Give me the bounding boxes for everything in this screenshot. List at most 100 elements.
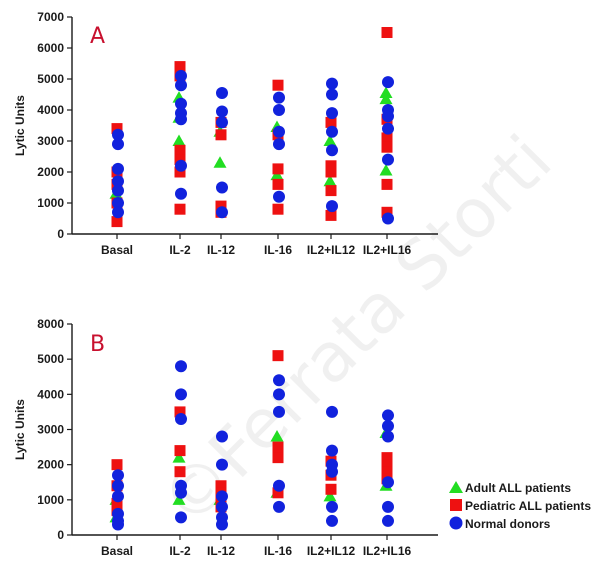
data-point-normal xyxy=(112,469,124,482)
data-point-normal xyxy=(175,360,187,373)
data-point-normal xyxy=(326,444,338,457)
data-point-pediatric xyxy=(215,480,227,492)
data-point-normal xyxy=(382,409,394,422)
data-point-normal xyxy=(273,405,285,418)
y-tick-label: 3000 xyxy=(37,423,64,437)
legend-item-pediatric: Pediatric ALL patients xyxy=(450,499,591,513)
data-point-pediatric xyxy=(174,61,186,73)
panel-letter: A xyxy=(90,24,105,49)
data-point-pediatric xyxy=(174,154,186,166)
legend-label-normal: Normal donors xyxy=(465,517,551,531)
data-point-normal xyxy=(326,465,338,478)
data-point-pediatric xyxy=(272,452,284,464)
data-point-normal xyxy=(382,419,394,432)
data-point-pediatric xyxy=(272,203,284,215)
data-point-normal xyxy=(273,91,285,104)
data-point-pediatric xyxy=(381,27,393,38)
data-point-normal xyxy=(326,77,338,90)
data-point-normal xyxy=(382,122,394,135)
panel-a-chart: 7000 6000 5000 4000 3000 2000 1000 0 Basal IL-2 IL… xyxy=(13,10,438,257)
data-point-adult xyxy=(323,489,337,502)
data-point-pediatric xyxy=(215,129,227,141)
data-point-normal xyxy=(216,181,228,194)
data-point-normal xyxy=(175,412,187,425)
x-tick-label: IL-2 xyxy=(169,544,191,558)
data-point-normal xyxy=(112,479,124,492)
data-point-adult xyxy=(270,430,284,442)
data-point-pediatric xyxy=(381,466,393,478)
data-point-normal xyxy=(382,212,394,225)
data-point-pediatric xyxy=(174,406,186,418)
data-point-pediatric xyxy=(174,466,186,478)
data-point-normal xyxy=(175,486,187,499)
y-tick-label: 8000 xyxy=(37,317,64,331)
data-point-normal xyxy=(112,490,124,503)
data-point-normal xyxy=(216,86,228,99)
data-point-normal xyxy=(112,162,124,175)
data-point-normal xyxy=(175,187,187,200)
data-point-normal xyxy=(112,197,124,209)
x-tick-label: IL2+IL16 xyxy=(363,544,412,558)
data-point-normal xyxy=(273,190,285,203)
y-tick-label: 6000 xyxy=(37,41,64,55)
data-point-normal xyxy=(382,153,394,166)
y-tick-label: 2000 xyxy=(37,165,64,179)
x-tick-label: IL2+IL16 xyxy=(363,243,412,257)
data-point-pediatric xyxy=(325,116,337,128)
x-tick-label: IL-12 xyxy=(207,243,235,257)
data-point-adult xyxy=(379,92,393,105)
data-point-normal xyxy=(326,144,338,157)
panel-letter: B xyxy=(90,332,105,357)
data-point-normal xyxy=(216,490,228,503)
x-tick-label: IL2+IL12 xyxy=(307,544,356,558)
data-point-normal xyxy=(175,69,187,82)
data-point-pediatric xyxy=(381,206,393,218)
data-point-pediatric xyxy=(272,441,284,453)
data-point-normal xyxy=(112,206,124,219)
data-point-normal xyxy=(326,88,338,101)
y-tick-label: 1000 xyxy=(37,196,64,210)
legend-circle-icon xyxy=(449,516,463,530)
data-point-normal xyxy=(175,113,187,126)
data-point-adult xyxy=(323,174,337,187)
data-point-normal xyxy=(216,500,228,513)
data-point-pediatric xyxy=(272,178,284,190)
data-point-pediatric xyxy=(215,200,227,212)
data-point-normal xyxy=(175,97,187,110)
data-point-pediatric xyxy=(325,166,337,178)
legend-item-normal: Normal donors xyxy=(449,516,551,531)
legend-item-adult: Adult ALL patients xyxy=(449,481,571,495)
data-point-pediatric xyxy=(381,141,393,153)
data-point-normal xyxy=(216,458,228,471)
y-axis-title: Lytic Units xyxy=(13,399,27,460)
data-point-normal xyxy=(382,76,394,89)
x-tick-label: IL2+IL12 xyxy=(307,243,356,257)
data-point-pediatric xyxy=(174,203,186,215)
data-point-pediatric xyxy=(272,487,284,499)
data-point-normal xyxy=(112,128,124,141)
legend: Adult ALL patients Pediatric ALL patient… xyxy=(449,481,591,531)
data-point-pediatric xyxy=(381,178,393,190)
data-point-pediatric xyxy=(381,459,393,471)
data-point-pediatric xyxy=(381,452,393,464)
data-point-normal xyxy=(382,500,394,513)
data-point-normal xyxy=(273,138,285,151)
data-point-normal xyxy=(112,518,124,531)
data-point-normal xyxy=(273,104,285,116)
x-tick-label: IL-12 xyxy=(207,544,235,558)
data-point-adult xyxy=(172,134,186,146)
data-point-normal xyxy=(326,500,338,513)
y-tick-label: 4000 xyxy=(37,103,64,117)
data-point-pediatric xyxy=(111,459,123,471)
data-point-normal xyxy=(382,110,394,123)
x-tick-label: IL-16 xyxy=(264,243,292,257)
data-point-adult xyxy=(213,156,227,168)
data-point-pediatric xyxy=(174,166,186,178)
data-point-normal xyxy=(273,374,285,387)
y-tick-label: 1000 xyxy=(37,493,64,507)
data-point-pediatric xyxy=(272,350,284,362)
y-tick-label: 3000 xyxy=(37,134,64,148)
data-point-pediatric xyxy=(325,483,337,495)
data-point-normal xyxy=(382,514,394,527)
